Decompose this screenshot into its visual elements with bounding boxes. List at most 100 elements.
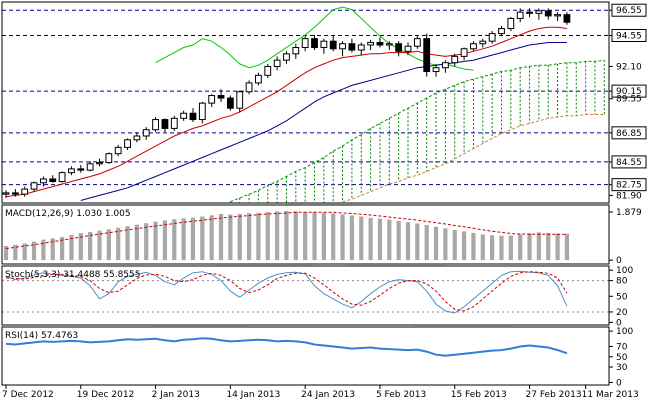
rsi-tick-label: 100 (616, 327, 633, 337)
candle-body (498, 28, 505, 35)
macd-histogram-bar (228, 214, 233, 261)
candle-body (77, 168, 85, 171)
rsi-tick-label: 50 (616, 353, 628, 363)
candle-body (142, 129, 150, 137)
macd-histogram-bar (88, 231, 93, 261)
price-tick-box (611, 84, 647, 98)
candle-body (30, 182, 38, 190)
candle-body (554, 14, 561, 17)
macd-pane: MACD(12,26,9) 1.030 1.005 1.879 0 (1, 204, 642, 266)
rsi-tick-label: 70 (616, 343, 628, 353)
macd-histogram-bar (340, 214, 345, 261)
x-tick-label: 15 Feb 2013 (451, 390, 507, 400)
macd-histogram-bar (125, 226, 130, 261)
candle-body (2, 192, 10, 195)
stoch-tick-label: 80 (616, 277, 628, 287)
macd-histogram-bar (405, 222, 411, 261)
x-tick-label: 27 Feb 2013 (526, 390, 582, 400)
macd-histogram-bar (50, 238, 55, 261)
candle-body (226, 97, 234, 109)
rsi-line (5, 337, 568, 357)
macd-histogram-bar (265, 211, 270, 261)
macd-signal-line (5, 211, 567, 250)
price-tick-label: 92.10 (616, 62, 642, 72)
price-tick-label: 81.90 (616, 191, 642, 201)
stoch-title: Stoch(5,3,3) 31.4488 55.8555 (5, 270, 140, 280)
macd-histogram-bar (237, 213, 242, 261)
stoch-signal-line (5, 271, 568, 312)
macd-histogram-bar (359, 216, 364, 261)
macd-tick-label: 0 (616, 256, 622, 266)
candle-body (544, 10, 552, 17)
candle-body (516, 11, 524, 19)
candle-body (339, 43, 346, 50)
candle-body (470, 43, 477, 50)
stoch-tick-label: 20 (616, 308, 628, 318)
macd-histogram-bar (31, 241, 37, 261)
candle-body (395, 43, 403, 52)
candle-body (245, 82, 253, 93)
price-tick-label: 90.15 (616, 87, 642, 97)
candle-body (460, 48, 468, 57)
macd-histogram-bar (303, 211, 308, 261)
stoch-background (2, 266, 609, 325)
candle-body (479, 40, 487, 45)
candle-body (208, 95, 216, 104)
candle-body (404, 45, 412, 52)
macd-histogram-bar (490, 235, 495, 261)
candle-body (526, 11, 533, 14)
macd-histogram-bar (555, 233, 560, 261)
stoch-tick-label: 50 (616, 292, 628, 302)
macd-histogram-bar (3, 246, 9, 261)
kijun-sen-line (80, 42, 567, 201)
macd-tick-label: 1.879 (616, 208, 642, 218)
rsi-tick-label: 30 (616, 363, 628, 373)
stoch-tick-label: 0 (616, 318, 622, 328)
macd-histogram-bar (564, 233, 570, 261)
candle-body (189, 112, 197, 121)
macd-histogram-bar (69, 235, 74, 261)
candle-body (348, 43, 356, 51)
macd-histogram-bar (172, 219, 177, 261)
price-tick-label: 86.85 (616, 129, 642, 139)
chikou-span-line (155, 6, 474, 71)
price-tick-label: 94.55 (616, 32, 642, 42)
macd-histogram-bar (433, 226, 439, 261)
candle-body (11, 192, 19, 195)
macd-histogram-bar (508, 235, 513, 261)
price-tick-label: 96.55 (616, 6, 642, 16)
macd-histogram-bar (443, 228, 448, 261)
macd-histogram-bar (536, 232, 541, 261)
candle-body (114, 146, 122, 155)
candle-body (507, 17, 515, 30)
candle-body (441, 62, 449, 69)
macd-histogram-bar (368, 217, 373, 261)
macd-histogram-bar (424, 225, 429, 261)
macd-histogram-bar (153, 221, 158, 261)
macd-histogram-bar (78, 233, 83, 261)
candle-body (283, 53, 290, 61)
candle-body (198, 102, 206, 121)
candle-body (563, 14, 571, 23)
macd-histogram-bar (415, 223, 420, 261)
macd-histogram-bar (181, 218, 186, 261)
macd-histogram-bar (546, 232, 551, 261)
macd-histogram-bar (209, 215, 214, 261)
macd-histogram-bar (331, 213, 336, 261)
x-tick-label: 7 Dec 2012 (2, 390, 54, 400)
x-tick-label: 2 Jan 2013 (152, 390, 200, 400)
stoch-main-line (5, 270, 568, 314)
candle-body (133, 135, 141, 141)
candle-body (49, 178, 57, 183)
price-tick-box (611, 3, 647, 17)
candle-body (535, 10, 543, 14)
pane-frame (1, 265, 610, 326)
macd-histogram-bar (275, 211, 280, 261)
candle-body (488, 33, 496, 42)
macd-histogram-bar (293, 211, 298, 261)
